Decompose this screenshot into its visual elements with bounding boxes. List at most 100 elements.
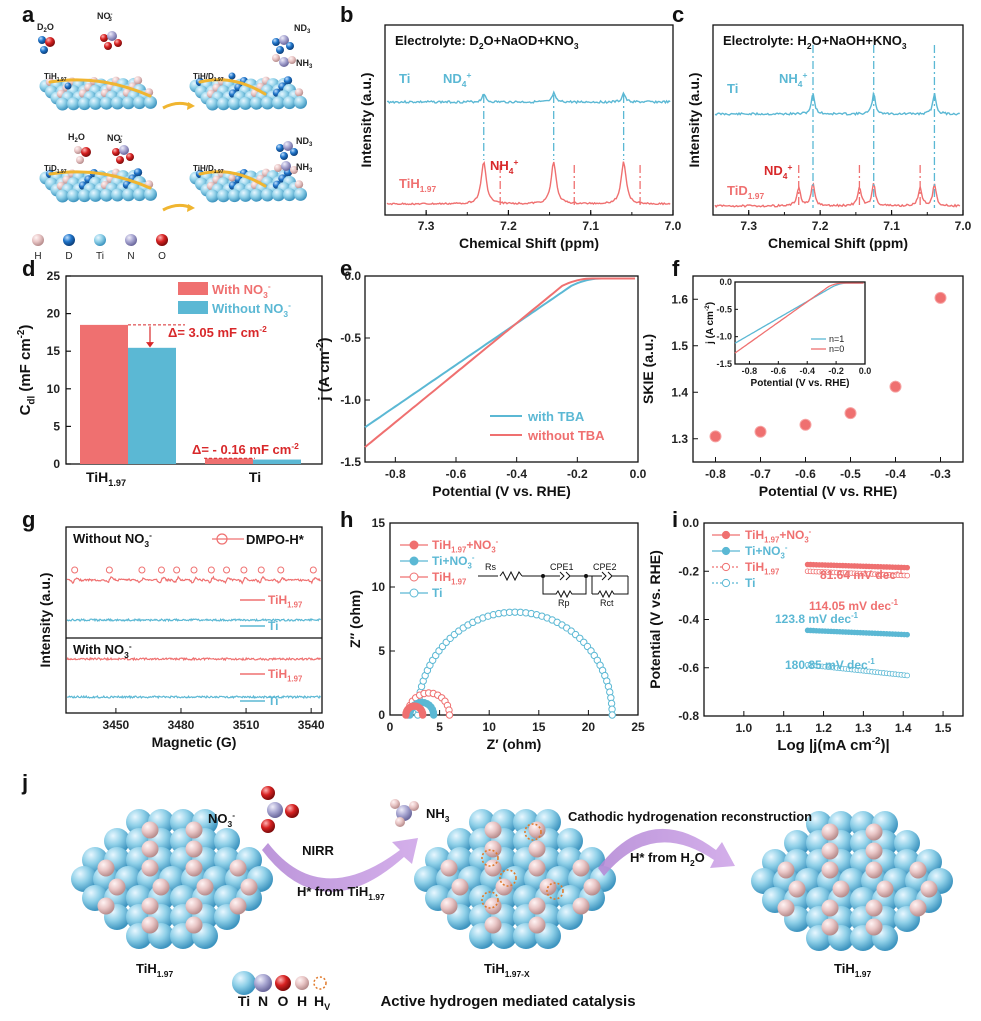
h-atom — [777, 861, 795, 879]
cluster-tih-x-mid — [414, 809, 616, 949]
a-nd3-label: ND3 — [294, 23, 311, 35]
legend-label-O: O — [158, 251, 166, 262]
skie-point — [754, 425, 767, 438]
h-atom — [97, 897, 115, 915]
panel-labels: a b c d e f g h i j — [21, 2, 684, 795]
a-arrow-2-head — [187, 204, 195, 212]
inset-frame — [734, 281, 866, 365]
series-tid-line — [714, 182, 961, 208]
series-tid-label: TiD1.97 — [727, 183, 764, 201]
x-tick-label: -0.5 — [840, 467, 861, 481]
h-atom — [196, 878, 214, 896]
panel-label-g: g — [22, 507, 35, 532]
legend-label-0: With NO3- — [212, 281, 271, 300]
x-tick-label: -0.8 — [705, 467, 726, 481]
legend-label-0: with TBA — [527, 409, 585, 424]
nh4-annotation: NH4+ — [490, 157, 518, 176]
nirr-label: NIRR — [302, 843, 334, 858]
plot-frame — [384, 24, 674, 216]
legend-label-2: TiH1.97 — [745, 560, 779, 577]
ti-atom — [89, 96, 102, 110]
molecule-atom — [279, 35, 289, 45]
legend-label-H: H — [34, 251, 41, 262]
y-axis-label: SKIE (a.u.) — [640, 334, 656, 404]
a-tid-label: TiD1.97 — [44, 164, 67, 175]
a-atom-legend: H D Ti N O — [32, 234, 168, 262]
ti-atom — [122, 96, 135, 110]
ti-atom — [71, 866, 97, 892]
dmpo-marker — [190, 566, 198, 574]
molecule-atom — [228, 174, 236, 182]
x-tick-label: 0.0 — [630, 467, 647, 481]
a-tih-label: TiH1.97 — [44, 72, 67, 83]
legend-label-1: Without NO3- — [212, 300, 291, 319]
ti-atom — [67, 189, 80, 203]
panel-g-epr: 3450 3480 3510 3540 Without NO3- With NO3- DMP… — [37, 526, 325, 750]
circuit-label-2: CPE2 — [593, 562, 617, 572]
molecule-atom — [283, 141, 293, 151]
ti-atom — [228, 97, 241, 111]
y-tick-label: -0.8 — [678, 709, 699, 723]
a-tihd-label: TiH/D1.97 — [193, 72, 224, 83]
y-tick-label: 1.3 — [671, 432, 688, 446]
legend-label-0: TiH1.97+NO3- — [432, 537, 499, 554]
ti-atom — [56, 97, 69, 111]
skie-point — [889, 380, 902, 393]
bar-with-0 — [80, 324, 128, 464]
nh3-h-atom — [390, 799, 400, 809]
circuit-label-1: CPE1 — [550, 562, 574, 572]
molecule-atom — [290, 148, 298, 156]
ti-atom — [751, 868, 777, 894]
legend-label-1: Ti+NO3- — [745, 543, 788, 560]
h-atom — [572, 897, 590, 915]
a-tihd-label-2: TiH/D1.97 — [193, 164, 224, 175]
panel-b-nmr-d2o: 7.3 7.2 7.1 7.0 Chemical Shift (ppm) Intensit… — [358, 24, 682, 251]
ti-atom — [89, 188, 102, 202]
ti-atom — [111, 188, 124, 202]
a-nh3-label: NH3 — [296, 58, 313, 70]
ti-atom — [67, 97, 80, 111]
panel-j-mechanism: NO3- NH3 NIRR H* from TiH1.97 Cathodic hydro… — [71, 786, 953, 1012]
h-atom — [788, 880, 806, 898]
h-atom — [440, 897, 458, 915]
x-tick-label: 7.1 — [883, 219, 900, 233]
legend-label-4: HV — [314, 993, 330, 1012]
panel-d-cdl-bars: 0 5 10 15 20 25 TiH1.97 Ti Cdl (mF cm-2) With NO3… — [16, 269, 323, 488]
x-tick-label: -0.2 — [567, 467, 588, 481]
legend-swatch-0 — [178, 282, 208, 295]
h-atom — [865, 823, 883, 841]
dmpo-marker — [240, 566, 248, 574]
a-d2o-label: D2O — [37, 22, 54, 34]
ti-atom — [133, 188, 146, 202]
molecule-atom — [45, 37, 55, 47]
legend-label-0: TiH1.97+NO3- — [745, 527, 812, 544]
epr-ti-without — [66, 617, 321, 623]
ti-atom — [228, 189, 241, 203]
a-nd3-label-2: ND3 — [296, 136, 313, 148]
skie-point — [934, 291, 947, 304]
legend-marker-1 — [409, 556, 419, 566]
legend-marker-3 — [721, 578, 731, 588]
h-atom — [484, 821, 502, 839]
ti-atom — [784, 830, 810, 856]
no3-o-atom — [261, 786, 275, 800]
molecule-atom — [116, 156, 124, 164]
legend-label-Ti: Ti — [96, 251, 104, 262]
a-arrow-1-head — [187, 102, 195, 110]
molecule-atom — [272, 54, 280, 62]
ti-atom — [283, 188, 296, 202]
slab-tih-left — [39, 76, 157, 111]
nd4-annotation: ND4+ — [764, 162, 792, 181]
inset-y-tick-label: 0.0 — [719, 277, 732, 287]
slab-tid-left — [39, 168, 157, 203]
h-from-tih-label: H* from TiH1.97 — [297, 884, 385, 902]
inset-legend-label-1: n=0 — [829, 344, 844, 354]
panel-label-e: e — [340, 256, 352, 281]
plot-frame — [692, 275, 964, 463]
electrolyte-title: Electrolyte: H2O+NaOH+KNO3 — [723, 33, 907, 51]
y-axis-label: Intensity (a.u.) — [686, 73, 702, 168]
cluster-right-label: TiH1.97 — [834, 961, 871, 979]
panel-label-f: f — [672, 256, 680, 281]
dmpo-marker — [173, 566, 181, 574]
ti-atom — [78, 97, 91, 111]
